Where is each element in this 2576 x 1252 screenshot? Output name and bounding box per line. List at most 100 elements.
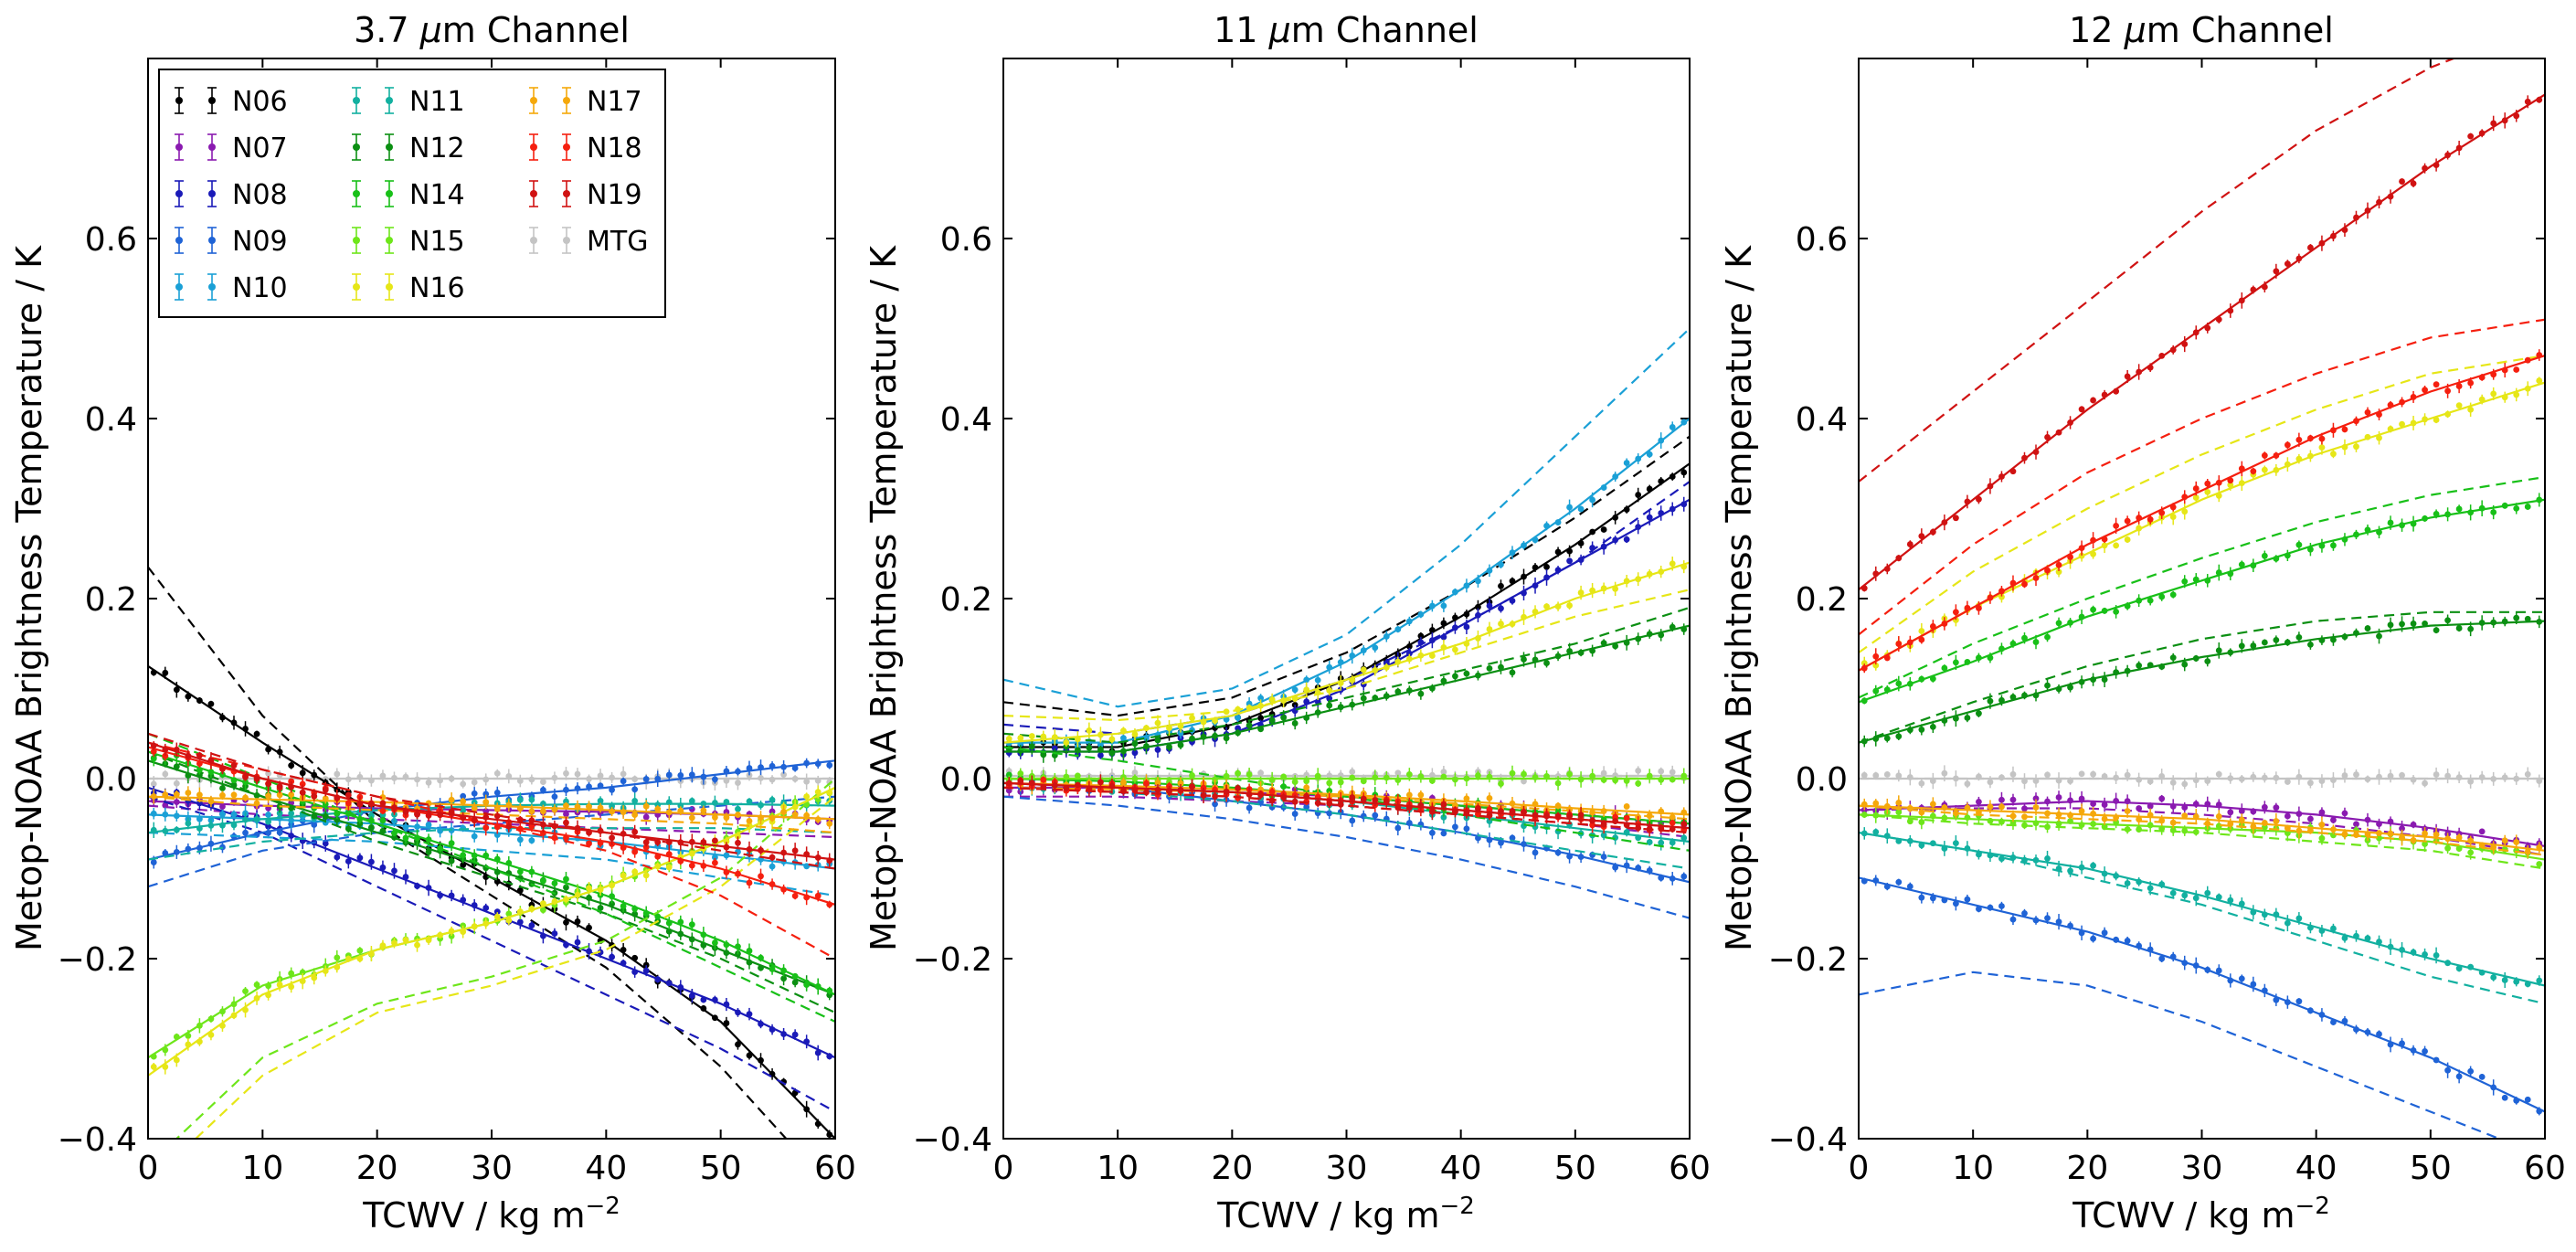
data-point <box>723 768 730 775</box>
data-point <box>2101 773 2108 780</box>
data-point <box>1964 814 1971 822</box>
data-point <box>471 779 478 786</box>
data-point <box>448 840 455 847</box>
data-point <box>311 822 318 828</box>
data-point <box>1612 514 1619 521</box>
data-point <box>1394 824 1402 832</box>
data-point <box>1589 545 1596 551</box>
data-point <box>1280 697 1288 704</box>
data-point <box>540 779 546 785</box>
data-point <box>391 833 398 841</box>
data-point <box>2455 845 2463 853</box>
data-point <box>207 822 215 829</box>
legend-marker <box>175 143 183 151</box>
series-mtg <box>148 766 835 792</box>
data-point <box>1521 573 1527 580</box>
data-point <box>551 880 558 886</box>
data-point <box>2101 607 2108 614</box>
data-point <box>631 828 639 835</box>
data-point <box>2158 593 2166 600</box>
data-point <box>493 913 501 920</box>
data-point <box>2261 552 2268 559</box>
data-point <box>2536 1108 2543 1115</box>
data-point <box>276 791 283 799</box>
data-point <box>150 1053 157 1060</box>
data-point <box>1895 800 1903 806</box>
fit-line <box>1859 620 2545 744</box>
data-point <box>1246 771 1253 778</box>
data-point <box>1040 751 1047 759</box>
data-point <box>379 800 387 807</box>
series-n14 <box>1859 475 2545 705</box>
data-point <box>460 928 467 936</box>
data-point <box>540 801 546 807</box>
data-point <box>2169 889 2177 897</box>
data-point <box>391 867 398 875</box>
data-point <box>1987 817 1994 824</box>
data-point <box>1635 767 1642 774</box>
x-tick-label: 40 <box>1440 1150 1482 1187</box>
data-point <box>1577 589 1585 596</box>
data-point <box>2422 950 2428 958</box>
data-point <box>1326 687 1333 694</box>
data-point <box>2158 817 2166 824</box>
y-axis-label: Metop-NOAA Brightness Temperature / K <box>1719 245 1759 951</box>
fit-line <box>148 750 835 996</box>
data-point <box>2158 663 2166 670</box>
data-point <box>642 967 650 974</box>
data-point <box>2387 401 2394 408</box>
data-point <box>493 855 501 863</box>
data-point <box>2078 808 2085 814</box>
data-point <box>1998 774 2005 781</box>
data-point <box>1166 725 1172 732</box>
data-point <box>2399 522 2405 529</box>
data-point <box>2261 820 2268 826</box>
legend-entry-n07: N07 <box>175 133 288 164</box>
data-point <box>1521 589 1527 597</box>
data-point <box>2009 812 2017 820</box>
data-point <box>1405 820 1413 826</box>
data-point <box>1120 735 1127 742</box>
data-point <box>1998 818 2005 825</box>
data-point <box>1223 788 1230 795</box>
data-point <box>2524 385 2531 392</box>
data-point <box>1405 618 1413 625</box>
data-point <box>551 774 558 781</box>
data-point <box>2307 452 2314 460</box>
dashed-line <box>1859 610 2545 744</box>
data-point <box>2204 488 2211 495</box>
data-point <box>345 791 352 799</box>
fit-line <box>148 664 835 1139</box>
data-point <box>1554 548 1562 556</box>
data-point <box>1326 702 1333 709</box>
data-point <box>2364 207 2371 214</box>
data-point <box>505 822 513 830</box>
data-point <box>642 839 650 846</box>
data-point <box>758 774 764 781</box>
data-point <box>2330 636 2337 643</box>
data-point <box>1566 770 1573 778</box>
data-point <box>1976 809 1982 816</box>
x-tick-label: 30 <box>1326 1150 1368 1187</box>
x-tick-label: 60 <box>2524 1150 2566 1187</box>
data-point <box>1120 748 1127 755</box>
data-point <box>791 803 799 811</box>
data-point <box>1452 646 1458 653</box>
data-point <box>2444 617 2452 624</box>
data-point <box>2330 542 2337 549</box>
data-point <box>1486 567 1493 574</box>
data-point <box>2261 774 2268 781</box>
data-point <box>826 1053 833 1060</box>
data-point <box>2261 283 2268 291</box>
data-point <box>425 885 432 891</box>
data-point <box>2032 804 2040 811</box>
data-point <box>2433 417 2440 423</box>
data-point <box>2501 394 2508 401</box>
data-point <box>631 786 639 793</box>
data-point <box>1200 718 1207 726</box>
data-point <box>1554 802 1562 810</box>
data-point <box>162 746 169 753</box>
data-point <box>2250 562 2257 569</box>
data-point <box>814 983 822 990</box>
data-point <box>2009 796 2017 803</box>
